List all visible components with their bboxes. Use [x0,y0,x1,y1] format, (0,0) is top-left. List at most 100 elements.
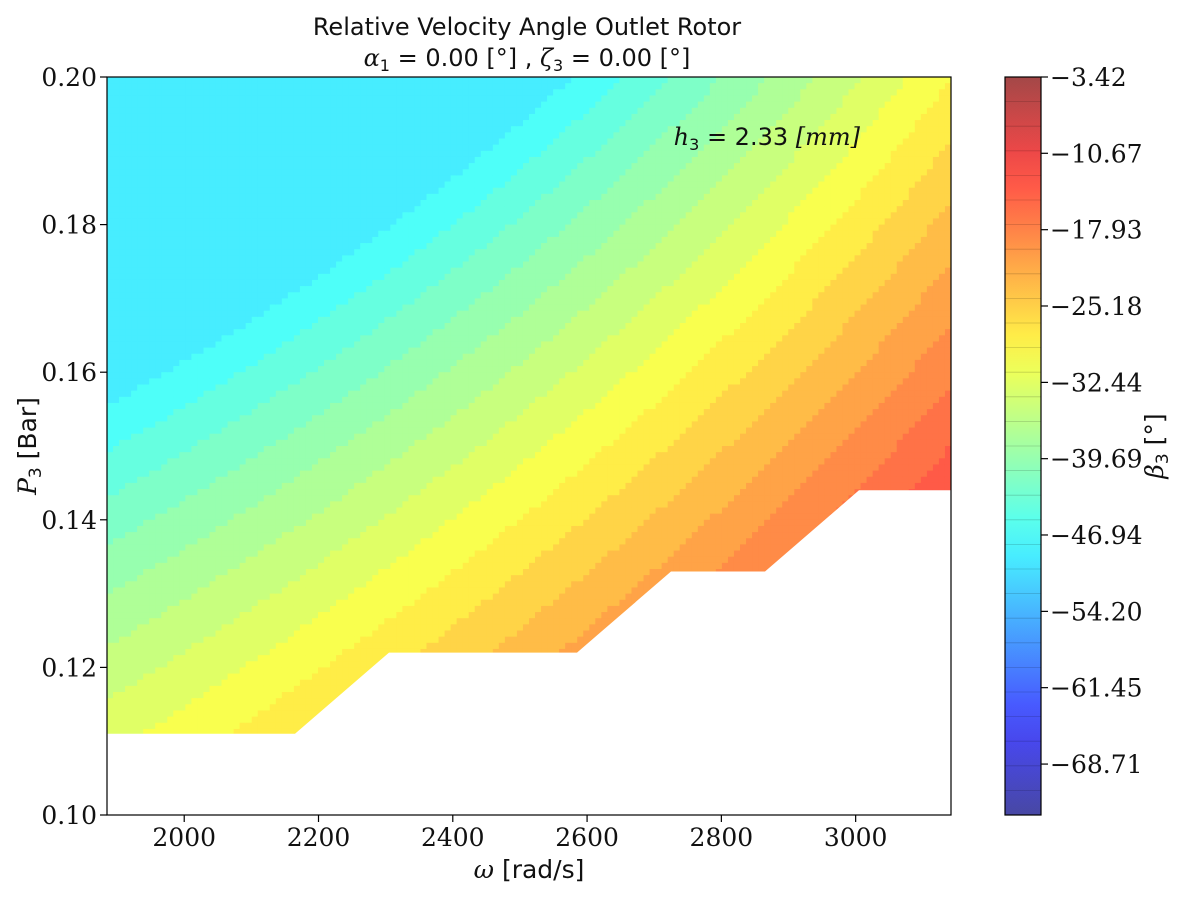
contour-cell [275,722,283,730]
contour-cell [311,636,319,644]
contour-cell [209,267,217,275]
contour-cell [179,187,186,195]
contour-cell [305,292,313,299]
contour-cell [263,89,271,97]
contour-cell [227,378,235,386]
contour-cell [330,353,337,361]
contour-cell [185,218,192,226]
contour-cell [336,562,343,570]
contour-cell [113,452,120,459]
contour-cell [275,673,283,681]
contour-cell [119,667,126,675]
contour-cell [287,347,295,355]
contour-cell [245,495,253,502]
contour-cell [107,187,114,195]
contour-cell [125,138,132,146]
contour-cell [191,101,199,109]
contour-cell [173,249,180,256]
contour-cell [137,101,144,109]
contour-cell [233,120,241,127]
contour-cell [293,366,301,373]
contour-cell [191,446,199,453]
contour-cell [348,273,355,281]
contour-cell [354,261,361,269]
contour-cell [215,396,223,404]
contour-cell [119,138,126,146]
contour-cell [287,298,295,306]
contour-cell [197,273,205,281]
contour-cell [293,236,301,244]
contour-cell [203,710,211,718]
contour-cell [125,685,132,693]
contour-cell [227,396,235,404]
contour-cell [293,482,301,490]
contour-cell [197,415,205,422]
contour-cell [275,120,283,127]
contour-cell [197,132,205,140]
contour-cell [275,507,283,515]
contour-cell [318,286,325,293]
contour-cell [257,218,265,226]
contour-cell [155,427,162,435]
contour-cell [197,366,205,373]
contour-cell [191,728,199,736]
contour-cell [251,193,259,201]
contour-cell [107,175,114,183]
contour-cell [119,593,126,601]
contour-cell [305,673,313,681]
contour-cell [318,372,325,379]
contour-cell [336,452,343,459]
contour-cell [239,193,247,201]
contour-cell [311,384,319,392]
contour-cell [191,470,199,478]
contour-cell [143,569,150,576]
contour-cell [137,482,144,490]
contour-cell [330,144,337,152]
contour-cell [257,163,265,170]
contour-cell [179,489,186,496]
contour-cell [107,316,114,324]
contour-cell [269,175,277,183]
contour-cell [336,630,343,638]
contour-cell [143,489,150,496]
contour-cell [149,685,156,693]
contour-cell [215,267,223,275]
contour-cell [324,452,331,459]
contour-cell [179,138,186,146]
contour-cell [221,636,229,644]
contour-cell [287,648,295,656]
contour-cell [318,120,325,127]
contour-cell [113,581,120,589]
contour-cell [239,427,247,435]
contour-cell [185,728,192,736]
contour-cell [215,495,223,502]
contour-cell [293,212,301,220]
contour-cell [179,716,186,724]
contour-cell [137,667,144,675]
contour-cell [245,605,253,613]
contour-cell [173,193,180,201]
contour-cell [281,581,289,589]
contour-cell [233,366,241,373]
contour-cell [330,562,337,570]
contour-cell [167,126,174,133]
contour-cell [293,415,301,422]
contour-cell [293,624,301,632]
contour-cell [221,698,229,705]
contour-cell [245,335,253,343]
contour-cell [245,550,253,558]
contour-cell [209,433,217,441]
contour-cell [143,224,150,232]
contour-cell [299,83,307,90]
contour-cell [113,181,120,189]
contour-cell [227,569,235,576]
contour-cell [149,144,156,152]
contour-cell [257,224,265,232]
contour-cell [311,273,319,281]
contour-cell [107,126,114,133]
contour-cell [203,359,211,367]
contour-cell [275,378,283,386]
contour-cell [245,710,253,718]
contour-cell [281,587,289,595]
contour-cell [185,581,192,589]
